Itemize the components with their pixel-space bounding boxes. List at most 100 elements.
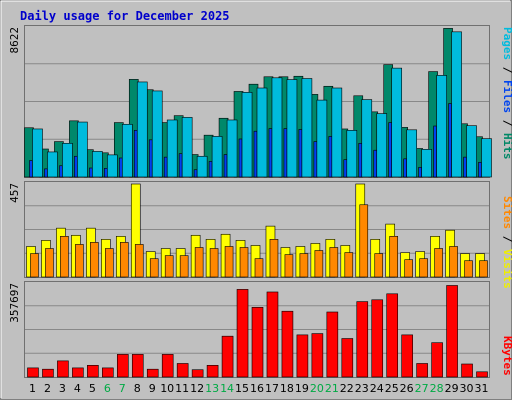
visits-bar-sites-day-29 [449, 246, 458, 278]
hits-bar-files-day-21 [328, 136, 333, 178]
visits-bar-sites-day-22 [344, 252, 354, 278]
visits-ymax-label: 457 [8, 183, 21, 203]
visits-bar-sites-day-9 [149, 258, 159, 278]
x-tick-label-24: 24 [370, 382, 384, 395]
kbytes-legend: KBytes [501, 336, 512, 376]
visits-bar-sites-day-25 [389, 235, 399, 278]
x-tick-label-11: 11 [175, 382, 189, 395]
x-tick-label-2: 2 [44, 382, 51, 395]
chart-title: Daily usage for December 2025 [20, 9, 230, 23]
kbytes-bar-kbytes-day-21 [326, 311, 339, 378]
visits-bar-sites-day-11 [179, 255, 189, 278]
visits-bar-sites-day-19 [299, 253, 309, 278]
x-tick-label-23: 23 [355, 382, 369, 395]
kbytes-bar-kbytes-day-6 [102, 367, 114, 378]
hits-bar-files-day-4 [74, 155, 78, 178]
kbytes-bar-kbytes-day-17 [266, 291, 279, 378]
visits-bar-sites-day-27 [419, 258, 428, 278]
kbytes-bar-kbytes-day-12 [191, 369, 204, 378]
x-tick-label-4: 4 [74, 382, 81, 395]
x-tick-label-8: 8 [134, 382, 141, 395]
x-tick-label-18: 18 [280, 382, 294, 395]
hits-bar-files-day-8 [133, 130, 138, 178]
kbytes-ymax-label: 357697 [8, 283, 21, 323]
hits-bar-pages-day-30 [466, 125, 477, 178]
hits-bar-files-day-26 [403, 158, 407, 178]
x-tick-label-22: 22 [340, 382, 354, 395]
hits-bar-files-day-10 [163, 156, 168, 178]
visits-bar-sites-day-4 [75, 244, 84, 278]
visits-bar-sites-day-13 [209, 248, 219, 278]
hits-bar-pages-day-21 [331, 87, 343, 178]
visits-bar-sites-day-2 [45, 248, 54, 278]
visits-bar-sites-day-23 [359, 204, 369, 278]
x-tick-label-6: 6 [104, 382, 111, 395]
hits-bar-pages-day-31 [481, 138, 492, 178]
legend-files: Files [501, 80, 512, 113]
x-tick-label-10: 10 [160, 382, 174, 395]
legend-kbytes: KBytes [501, 336, 512, 376]
hits-bar-files-day-28 [433, 125, 437, 178]
visits-bar-sites-day-15 [239, 247, 249, 278]
visits-bar-sites-day-7 [119, 242, 129, 278]
kbytes-bar-kbytes-day-15 [236, 289, 249, 378]
kbytes-bar-kbytes-day-19 [296, 334, 309, 378]
hits-bar-pages-day-15 [241, 92, 253, 178]
kbytes-bar-kbytes-day-2 [42, 368, 54, 378]
hits-bar-files-day-1 [29, 160, 33, 178]
x-tick-label-28: 28 [430, 382, 444, 395]
x-tick-label-30: 30 [460, 382, 474, 395]
hits-legend: Pages / Files / Hits [501, 27, 512, 160]
x-tick-label-7: 7 [119, 382, 126, 395]
hits-bar-pages-day-9 [151, 90, 163, 178]
hits-bar-pages-day-25 [391, 67, 403, 178]
hits-bar-files-day-23 [358, 143, 363, 178]
kbytes-bar-kbytes-day-25 [386, 293, 399, 378]
hits-bar-pages-day-18 [286, 79, 298, 178]
hits-bar-pages-day-23 [361, 99, 373, 178]
x-tick-label-14: 14 [220, 382, 234, 395]
legend-sites: Sites [501, 196, 512, 229]
legend-hits: Hits [501, 133, 512, 160]
hits-bar-pages-day-27 [421, 149, 432, 178]
x-axis-labels: 1 2 3 4 5 6 7 8 9 10 11 12 13 14 15 16 17 18 19 20 21 22 23 24 2… [29, 382, 489, 395]
kbytes-bar-kbytes-day-9 [146, 368, 159, 378]
visits-bar-sites-day-28 [434, 248, 443, 278]
kbytes-bar-kbytes-day-30 [461, 363, 473, 378]
x-tick-label-15: 15 [235, 382, 249, 395]
visits-bar-sites-day-31 [479, 260, 488, 278]
kbytes-bar-kbytes-day-22 [341, 338, 354, 378]
hits-bar-files-day-15 [238, 138, 243, 178]
hits-bar-files-day-29 [448, 103, 452, 178]
hits-bar-files-day-16 [253, 130, 258, 178]
x-tick-label-12: 12 [190, 382, 204, 395]
hits-bar-pages-day-13 [211, 136, 223, 178]
x-tick-label-17: 17 [265, 382, 279, 395]
kbytes-bar-kbytes-day-20 [311, 333, 324, 378]
x-tick-label-27: 27 [415, 382, 429, 395]
hits-bar-files-day-12 [193, 169, 198, 178]
kbytes-bar-kbytes-day-18 [281, 310, 294, 378]
kbytes-bar-kbytes-day-24 [371, 299, 384, 378]
hits-bar-pages-day-20 [316, 99, 328, 178]
hits-bar-files-day-18 [283, 128, 288, 178]
hits-bar-pages-day-2 [47, 151, 58, 178]
hits-bar-pages-day-14 [226, 119, 238, 178]
visits-bar-sites-day-6 [105, 248, 114, 278]
hits-bar-pages-day-8 [136, 81, 148, 178]
x-tick-label-9: 9 [149, 382, 156, 395]
bars [24, 28, 492, 378]
hits-bar-files-day-17 [268, 128, 273, 178]
kbytes-bar-kbytes-day-31 [476, 371, 488, 378]
hits-bar-files-day-14 [223, 154, 228, 178]
x-tick-label-5: 5 [89, 382, 96, 395]
visits-bar-sites-day-5 [90, 242, 99, 278]
kbytes-bar-kbytes-day-27 [416, 363, 428, 378]
kbytes-bar-kbytes-day-13 [206, 365, 219, 378]
kbytes-bar-kbytes-day-8 [131, 354, 144, 378]
hits-ymax-label: 8622 [8, 27, 21, 54]
hits-bar-pages-day-7 [121, 123, 133, 178]
kbytes-bar-kbytes-day-29 [446, 285, 458, 378]
hits-bar-files-day-5 [89, 167, 93, 178]
